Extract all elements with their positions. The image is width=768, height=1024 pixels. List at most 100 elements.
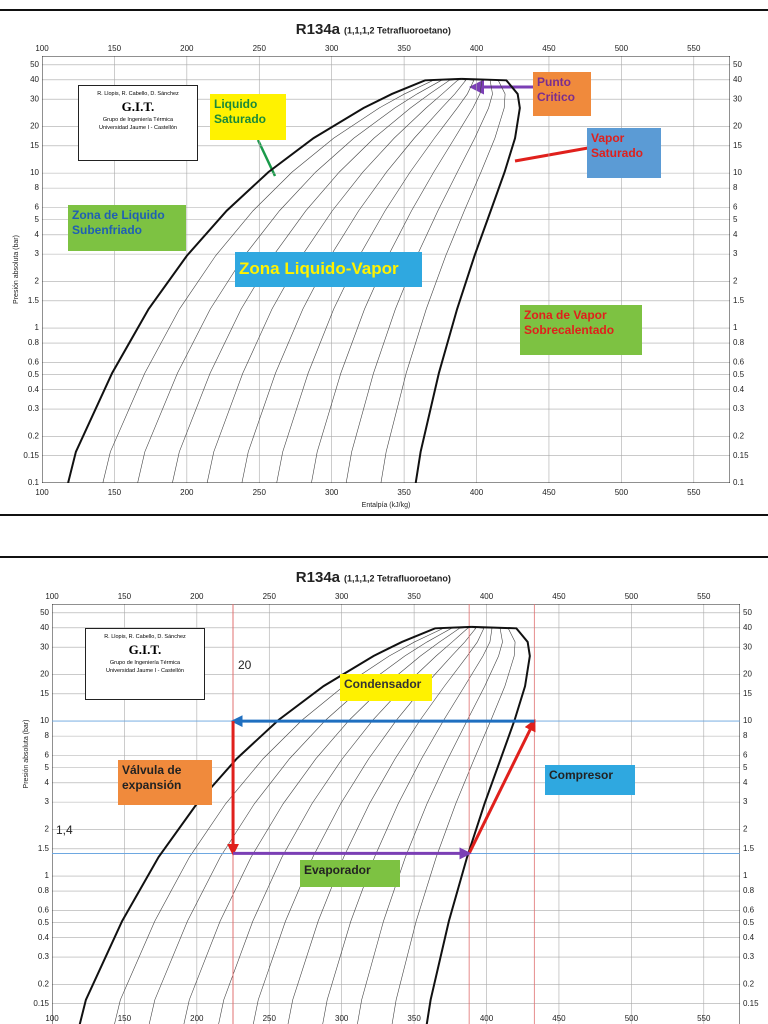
y-tick-label: 50 (743, 608, 752, 617)
pointer-line (256, 139, 277, 177)
y-tick-label: 40 (30, 75, 39, 84)
quality-line (102, 78, 462, 483)
y-tick-label: 0.5 (28, 370, 40, 379)
y-tick-label: 0.15 (33, 999, 49, 1008)
y-tick-label: 8 (733, 183, 738, 192)
x-tick-label: 500 (625, 1014, 639, 1023)
x-tick-label: 300 (335, 1014, 349, 1023)
annotation: Liquido Saturado (210, 94, 286, 140)
y-tick-label: 0.5 (733, 370, 745, 379)
y-tick-label: 8 (45, 731, 50, 740)
y-tick-label: 8 (35, 183, 40, 192)
y-tick-label: 0.1 (28, 478, 40, 487)
y-tick-label: 6 (743, 751, 748, 760)
x-tick-label: 300 (325, 488, 339, 497)
annotation: Zona de Liquido Subenfriado (68, 205, 186, 251)
y-tick-label: 30 (40, 642, 49, 651)
x-tick-label: 100 (35, 488, 49, 497)
quality-line (218, 626, 472, 1024)
x-tick-label: 450 (552, 1014, 566, 1023)
x-tick-label: 250 (263, 1014, 277, 1023)
y-tick-label: 5 (733, 215, 738, 224)
quality-line (311, 78, 483, 483)
y-tick-label: 0.2 (28, 431, 40, 440)
chart-title: R134a (296, 21, 341, 38)
x-tick-label: 450 (542, 488, 556, 497)
y-tick-label: 0.8 (28, 338, 40, 347)
chart-title: R134a (296, 569, 341, 586)
quality-line (183, 626, 472, 1024)
y-tick-label: 6 (733, 203, 738, 212)
credits-line: Grupo de Ingeniería Térmica (102, 117, 174, 123)
y-tick-label: 3 (733, 249, 738, 258)
y-tick-label: 40 (733, 75, 742, 84)
y-tick-label: 30 (743, 642, 752, 651)
x-tick-label: 200 (190, 1014, 204, 1023)
x-tick-label: 500 (615, 44, 629, 53)
x-tick-label: 500 (615, 488, 629, 497)
x-tick-label: 450 (552, 592, 566, 601)
x-tick-label: 350 (407, 592, 421, 601)
annotation: Evaporador (300, 860, 400, 887)
y-tick-label: 1.5 (733, 296, 745, 305)
y-tick-label: 20 (743, 670, 752, 679)
y-tick-label: 3 (45, 797, 50, 806)
y-tick-label: 0.3 (733, 404, 745, 413)
y-tick-label: 2 (743, 825, 748, 834)
x-tick-label: 150 (108, 44, 122, 53)
y-tick-label: 50 (40, 608, 49, 617)
quality-line (253, 626, 477, 1024)
y-tick-label: 0.1 (733, 478, 745, 487)
y-tick-label: 6 (35, 203, 40, 212)
y-tick-label: 3 (35, 249, 40, 258)
quality-line (345, 78, 493, 483)
quality-line (276, 78, 475, 483)
y-tick-label: 0.8 (733, 338, 745, 347)
x-tick-label: 450 (542, 44, 556, 53)
y-tick-label: 2 (45, 825, 50, 834)
y-tick-label: 10 (733, 168, 742, 177)
annotation: Compresor (545, 765, 635, 795)
y-tick-label: 5 (35, 215, 40, 224)
y-tick-label: 1.5 (28, 296, 40, 305)
y-tick-label: 0.3 (38, 952, 50, 961)
y-tick-label: 0.3 (743, 952, 755, 961)
credits-line: R. Llopis, R. Cabello, D. Sánchez (104, 634, 186, 640)
y-tick-label: 20 (30, 122, 39, 131)
annotation: 20 (238, 658, 252, 672)
annotation: Válvula de expansión (118, 760, 212, 805)
y-tick-label: 0.15 (733, 451, 749, 460)
quality-line (357, 626, 503, 1024)
x-tick-label: 250 (253, 44, 267, 53)
quality-line (137, 78, 462, 483)
chart-subtitle: (1,1,1,2 Tetrafluoroetano) (344, 25, 451, 35)
y-tick-label: 30 (30, 94, 39, 103)
credits-box: R. Llopis, R. Cabello, D. Sánchez G.I.T. G… (85, 628, 205, 700)
y-tick-label: 10 (30, 168, 39, 177)
y-tick-label: 0.4 (743, 933, 755, 942)
y-tick-label: 2 (35, 277, 40, 286)
x-tick-label: 300 (325, 44, 339, 53)
y-tick-label: 15 (743, 689, 752, 698)
y-tick-label: 0.2 (743, 979, 755, 988)
y-tick-label: 0.4 (733, 385, 745, 394)
quality-line (380, 78, 506, 483)
x-tick-label: 300 (335, 592, 349, 601)
y-tick-label: 30 (733, 94, 742, 103)
x-tick-label: 150 (108, 488, 122, 497)
y-tick-label: 0.15 (743, 999, 759, 1008)
y-tick-label: 1.5 (38, 844, 50, 853)
x-tick-label: 150 (118, 592, 132, 601)
y-tick-label: 50 (733, 60, 742, 69)
y-axis-label: Presión absoluta (bar) (23, 720, 30, 789)
annotation: Zona de Vapor Sobrecalentado (520, 305, 642, 355)
y-tick-label: 4 (733, 230, 738, 239)
saturation-line (425, 625, 531, 1024)
x-tick-label: 200 (180, 44, 194, 53)
y-tick-label: 40 (743, 623, 752, 632)
x-tick-label: 100 (35, 44, 49, 53)
x-tick-label: 100 (45, 1014, 59, 1023)
y-tick-label: 0.3 (28, 404, 40, 413)
y-tick-label: 15 (733, 141, 742, 150)
pointer-line (514, 146, 589, 163)
